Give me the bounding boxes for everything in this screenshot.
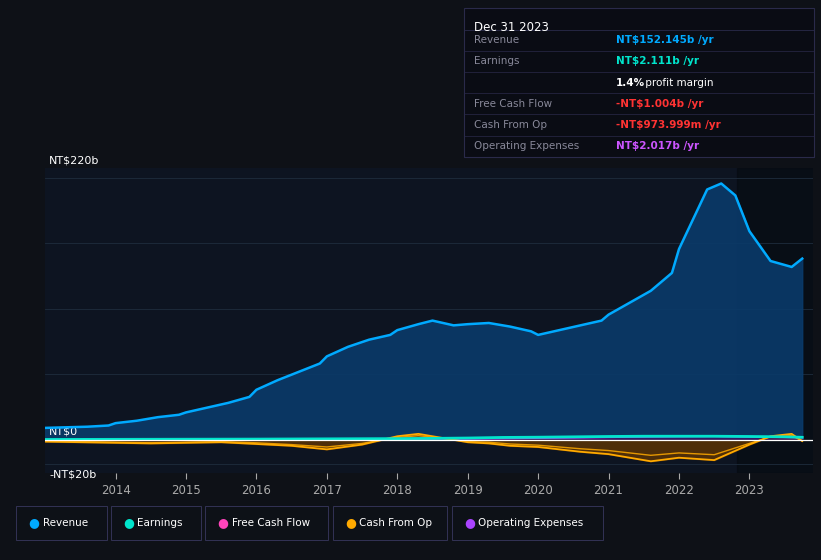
Text: Free Cash Flow: Free Cash Flow (232, 518, 310, 528)
Text: Operating Expenses: Operating Expenses (478, 518, 583, 528)
Text: ●: ● (29, 516, 39, 530)
Text: Cash From Op: Cash From Op (359, 518, 432, 528)
Text: Earnings: Earnings (474, 57, 519, 67)
Text: -NT$20b: -NT$20b (49, 470, 96, 480)
Text: NT$220b: NT$220b (49, 155, 99, 165)
Text: ●: ● (464, 516, 475, 530)
Text: ●: ● (218, 516, 228, 530)
Text: Earnings: Earnings (137, 518, 182, 528)
Text: Revenue: Revenue (43, 518, 88, 528)
Text: ●: ● (123, 516, 134, 530)
Text: NT$152.145b /yr: NT$152.145b /yr (616, 35, 713, 45)
Text: profit margin: profit margin (642, 78, 713, 88)
Text: Operating Expenses: Operating Expenses (474, 141, 579, 151)
Text: -NT$973.999m /yr: -NT$973.999m /yr (616, 120, 721, 130)
Text: NT$2.017b /yr: NT$2.017b /yr (616, 141, 699, 151)
Text: 1.4%: 1.4% (616, 78, 644, 88)
Bar (737, 168, 821, 473)
Text: Free Cash Flow: Free Cash Flow (474, 99, 552, 109)
Text: Cash From Op: Cash From Op (474, 120, 547, 130)
Text: ●: ● (345, 516, 355, 530)
Text: NT$2.111b /yr: NT$2.111b /yr (616, 57, 699, 67)
Text: NT$0: NT$0 (49, 427, 78, 437)
Text: Revenue: Revenue (474, 35, 519, 45)
Text: Dec 31 2023: Dec 31 2023 (474, 21, 548, 34)
Text: -NT$1.004b /yr: -NT$1.004b /yr (616, 99, 703, 109)
